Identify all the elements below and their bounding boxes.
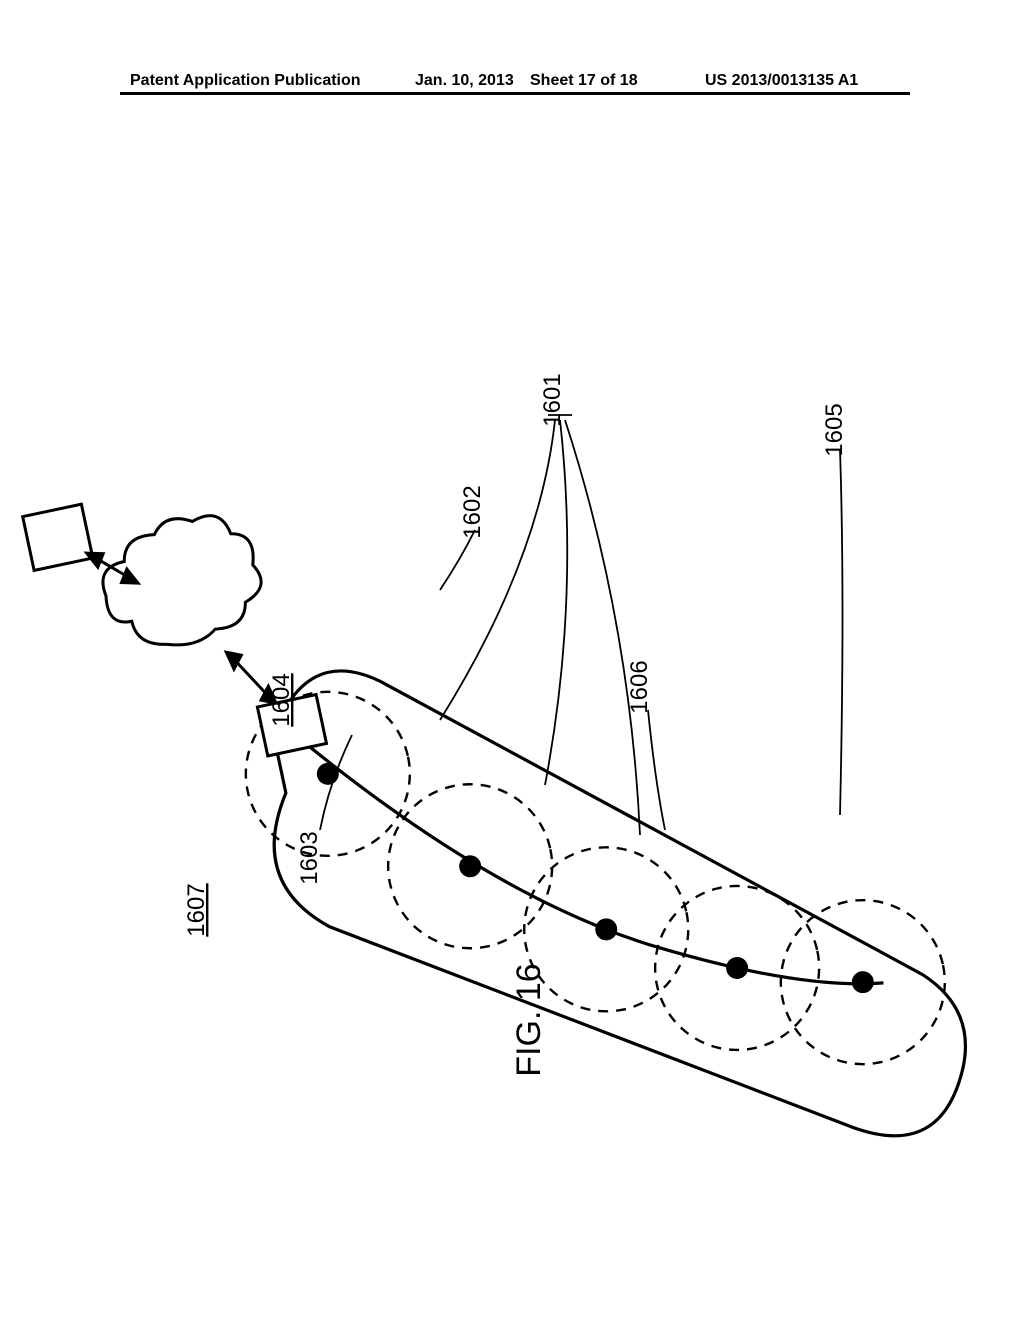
- ref-labels: 1601 1602 1603 1604 1605 1606 1607: [183, 373, 848, 936]
- ref-1605: 1605: [821, 403, 848, 456]
- leader-1601: [440, 415, 640, 835]
- ref-1607: 1607: [183, 883, 210, 936]
- ref-1602: 1602: [459, 485, 486, 538]
- envelope-1602: [240, 558, 983, 1251]
- ref-1606: 1606: [626, 660, 653, 713]
- ref-1603: 1603: [296, 831, 323, 884]
- cloud-1604: [92, 504, 271, 659]
- ref-1604: 1604: [268, 673, 295, 726]
- leader-1606: [648, 710, 665, 830]
- leader-1605: [840, 450, 843, 815]
- ref-1601: 1601: [539, 373, 566, 426]
- figure-label: FIG. 16: [510, 963, 548, 1076]
- coverage-circles: [231, 577, 961, 1179]
- box-1607: [23, 504, 93, 570]
- figure-svg: 1601 1602 1603 1604 1605 1606 1607 FIG. …: [0, 0, 1024, 1320]
